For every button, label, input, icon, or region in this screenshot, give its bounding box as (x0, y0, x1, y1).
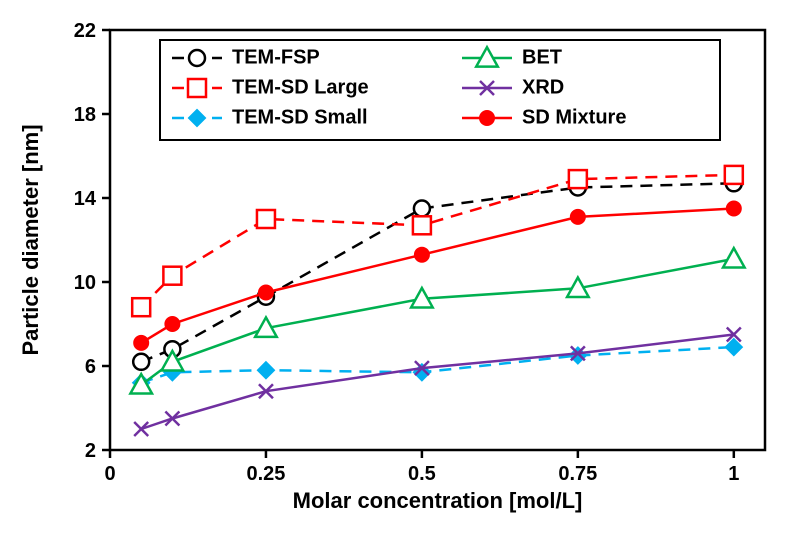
y-tick-label: 10 (74, 272, 96, 294)
y-tick-label: 18 (74, 104, 96, 126)
legend: TEM-FSP BET TEM-SD Large XRD TEM-SD Small SD … (160, 40, 720, 140)
legend-label: BET (522, 46, 562, 68)
particle-diameter-chart: 0 0.25 0.5 0.75 1 2 6 10 14 18 22 Molar concentrati… (0, 0, 800, 534)
y-tick-label: 14 (74, 188, 97, 210)
y-axis-label: Particle diameter [nm] (18, 124, 43, 355)
x-axis-label: Molar concentration [mol/L] (293, 488, 583, 513)
legend-label: XRD (522, 76, 564, 98)
x-tick-label: 0.5 (408, 463, 436, 485)
y-tick-label: 2 (85, 440, 96, 462)
x-tick-label: 0.25 (246, 463, 285, 485)
legend-label: TEM-SD Small (232, 106, 368, 128)
legend-label: TEM-SD Large (232, 76, 369, 98)
x-tick-label: 0.75 (558, 463, 597, 485)
y-tick-label: 22 (74, 20, 96, 42)
legend-label: SD Mixture (522, 106, 626, 128)
y-tick-label: 6 (85, 356, 96, 378)
x-tick-label: 0 (104, 463, 115, 485)
legend-label: TEM-FSP (232, 46, 320, 68)
x-tick-label: 1 (728, 463, 739, 485)
